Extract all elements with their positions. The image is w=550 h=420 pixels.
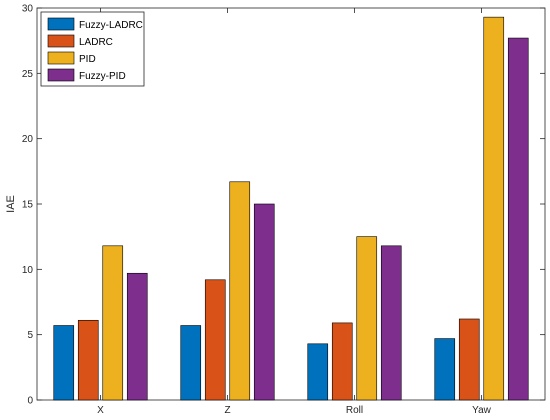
bar-fuzzy-ladrc-roll bbox=[307, 343, 329, 401]
y-tick-label: 25 bbox=[22, 69, 34, 80]
legend-swatch-ladrc bbox=[47, 34, 75, 48]
y-axis: 0 5 10 15 20 25 30 bbox=[22, 4, 545, 407]
legend-label-ladrc: LADRC bbox=[79, 37, 113, 48]
y-tick-label: 10 bbox=[22, 265, 34, 276]
y-tick-label: 15 bbox=[22, 200, 34, 211]
bar-fuzzy-pid-x bbox=[126, 272, 148, 401]
legend-label-fuzzy-pid: Fuzzy-PID bbox=[79, 71, 126, 82]
y-axis-label: IAE bbox=[5, 195, 17, 213]
bar-pid-z bbox=[229, 181, 251, 401]
legend-swatch-fuzzy-ladrc bbox=[47, 17, 75, 31]
bar-fuzzy-ladrc-yaw bbox=[434, 338, 456, 401]
legend-label-pid: PID bbox=[79, 54, 96, 65]
x-tick-label-roll: Roll bbox=[346, 405, 363, 416]
bar-ladrc-x bbox=[77, 319, 99, 401]
bar-ladrc-yaw bbox=[458, 318, 480, 401]
legend: Fuzzy-LADRC LADRC PID Fuzzy-PID bbox=[40, 11, 145, 87]
legend-swatch-fuzzy-pid bbox=[47, 68, 75, 82]
bars-layer bbox=[53, 16, 529, 401]
legend-label-fuzzy-ladrc: Fuzzy-LADRC bbox=[79, 20, 143, 31]
bar-fuzzy-ladrc-z bbox=[180, 325, 202, 401]
bar-fuzzy-ladrc-x bbox=[53, 325, 75, 401]
bar-ladrc-roll bbox=[331, 322, 353, 401]
bar-fuzzy-pid-z bbox=[253, 203, 275, 401]
y-tick-label: 20 bbox=[22, 134, 34, 145]
legend-swatch-pid bbox=[47, 51, 75, 65]
x-tick-label-z: Z bbox=[224, 405, 230, 416]
x-tick-label-yaw: Yaw bbox=[472, 405, 491, 416]
bar-pid-x bbox=[102, 245, 124, 401]
y-tick-label: 30 bbox=[22, 4, 34, 15]
x-axis: X Z Roll Yaw bbox=[97, 8, 492, 416]
bar-fuzzy-pid-yaw bbox=[507, 37, 529, 401]
x-tick-label-x: X bbox=[97, 405, 104, 416]
bar-pid-roll bbox=[356, 236, 378, 401]
y-tick-label: 0 bbox=[27, 396, 33, 407]
bar-pid-yaw bbox=[483, 16, 505, 401]
bar-fuzzy-pid-roll bbox=[380, 245, 402, 401]
y-tick-label: 5 bbox=[27, 330, 33, 341]
bar-ladrc-z bbox=[204, 279, 226, 401]
